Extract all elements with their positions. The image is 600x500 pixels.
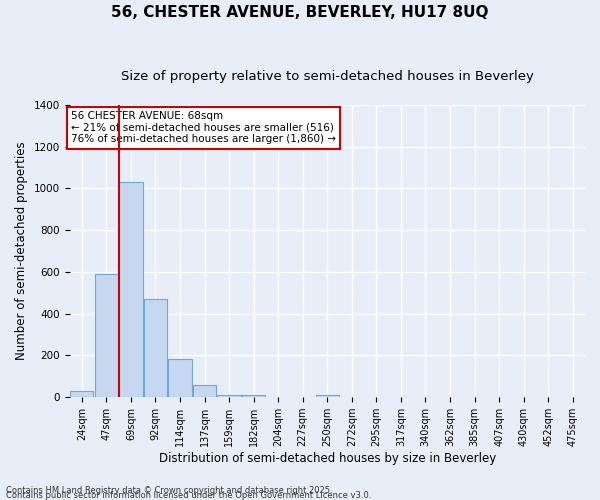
Bar [144, 299, 167, 397]
Y-axis label: Number of semi-detached properties: Number of semi-detached properties [15, 142, 28, 360]
Text: Contains public sector information licensed under the Open Government Licence v3: Contains public sector information licen… [6, 491, 371, 500]
Bar [95, 274, 118, 397]
Text: Contains HM Land Registry data © Crown copyright and database right 2025.: Contains HM Land Registry data © Crown c… [6, 486, 332, 495]
Bar [316, 395, 339, 397]
Bar [242, 395, 265, 397]
Title: Size of property relative to semi-detached houses in Beverley: Size of property relative to semi-detach… [121, 70, 534, 83]
Bar [169, 358, 191, 397]
X-axis label: Distribution of semi-detached houses by size in Beverley: Distribution of semi-detached houses by … [158, 452, 496, 465]
Bar [217, 395, 241, 397]
Bar [193, 384, 216, 397]
Text: 56 CHESTER AVENUE: 68sqm
← 21% of semi-detached houses are smaller (516)
76% of : 56 CHESTER AVENUE: 68sqm ← 21% of semi-d… [71, 112, 336, 144]
Bar [119, 182, 143, 397]
Text: 56, CHESTER AVENUE, BEVERLEY, HU17 8UQ: 56, CHESTER AVENUE, BEVERLEY, HU17 8UQ [111, 5, 489, 20]
Bar [70, 391, 94, 397]
